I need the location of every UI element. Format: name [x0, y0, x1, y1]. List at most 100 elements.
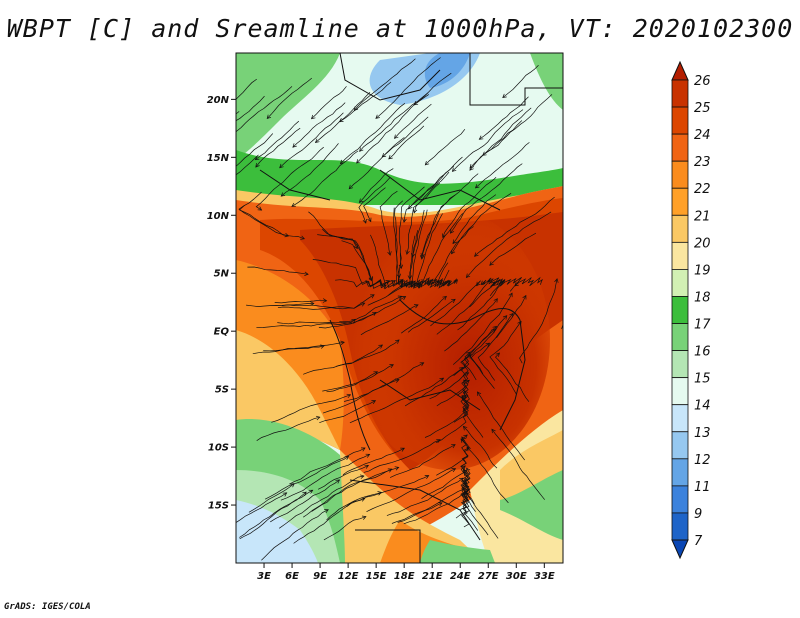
streamline	[475, 142, 530, 189]
streamline	[440, 269, 458, 288]
streamline-arrow	[254, 155, 260, 161]
colorbar-swatch	[671, 512, 689, 541]
streamline	[340, 103, 406, 164]
lat-tick-label: 20N	[207, 95, 230, 106]
streamline-arrow	[361, 515, 367, 520]
colorbar-label: 25	[694, 101, 711, 116]
streamline-arrow	[360, 447, 366, 452]
streamline	[317, 465, 369, 490]
streamline-arrow	[459, 477, 464, 482]
streamline	[463, 426, 498, 469]
streamline	[311, 86, 347, 120]
lon-tick-label: 6E	[285, 571, 299, 582]
streamline-arrow	[427, 279, 433, 284]
streamline	[421, 436, 470, 499]
streamline	[442, 176, 497, 238]
streamline-arrow	[224, 138, 228, 141]
streamline	[236, 86, 293, 133]
streamline	[274, 299, 327, 304]
streamline	[247, 266, 309, 275]
streamline	[450, 163, 523, 234]
streamline	[266, 77, 313, 119]
colorbar-swatch	[671, 323, 689, 351]
streamline-arrow	[463, 434, 468, 439]
streamline	[354, 58, 416, 111]
streamline	[303, 468, 392, 518]
streamline	[342, 447, 405, 476]
map-field	[203, 53, 563, 563]
streamline	[496, 295, 527, 339]
streamline	[248, 483, 295, 513]
streamline-arrow	[432, 279, 438, 284]
streamline-arrow	[464, 485, 470, 490]
streamline	[452, 194, 497, 244]
footer-credit: GrADS: IGES/COLA	[4, 602, 91, 612]
streamline-arrow	[462, 425, 468, 431]
streamline	[311, 467, 399, 512]
streamline-arrow	[322, 298, 328, 303]
streamline	[381, 116, 429, 158]
streamline-arrow	[203, 190, 207, 194]
streamline	[477, 391, 525, 461]
streamline-arrow	[344, 455, 350, 460]
streamline	[279, 112, 344, 168]
streamline	[388, 125, 425, 160]
streamline-arrow	[279, 163, 284, 169]
streamline	[356, 94, 429, 164]
streamline	[482, 94, 553, 156]
streamline	[452, 292, 513, 365]
streamline-arrow	[418, 283, 423, 288]
colorbar-swatch	[671, 296, 689, 324]
streamline-arrow	[465, 379, 470, 385]
streamline	[465, 492, 499, 539]
streamline-arrow	[453, 279, 459, 284]
lon-axis: 3E 6E 9E 12E 15E 18E 21E 24E 27E 30E 33E	[257, 563, 555, 582]
colorbar-label: 20	[694, 236, 711, 251]
streamline-arrow	[351, 318, 356, 324]
streamline	[339, 81, 392, 122]
streamline	[280, 453, 370, 501]
streamline-arrow	[424, 161, 430, 166]
streamline-arrow	[517, 320, 522, 326]
streamline-arrow	[413, 304, 419, 309]
streamline-arrow	[482, 151, 487, 156]
streamline-arrow	[437, 502, 443, 507]
streamline-arrow	[395, 378, 400, 383]
streamline-arrow	[356, 159, 361, 164]
streamline	[479, 96, 529, 140]
streamline	[315, 92, 371, 143]
streamline	[238, 205, 305, 240]
streamline	[436, 277, 492, 335]
streamline-arrow	[522, 294, 527, 300]
streamline	[256, 319, 356, 329]
streamline	[470, 342, 495, 389]
colorbar-label: 13	[694, 426, 711, 441]
streamline-arrow	[405, 250, 410, 255]
streamline	[366, 468, 456, 513]
streamline-arrow	[358, 198, 364, 204]
streamline	[407, 299, 456, 333]
streamline	[466, 446, 509, 504]
lon-tick-label: 18E	[394, 571, 415, 582]
streamline-arrow	[284, 232, 290, 238]
streamline	[400, 296, 447, 334]
streamline	[398, 271, 419, 288]
streamline	[391, 486, 469, 524]
streamline-arrow	[409, 283, 414, 288]
streamline	[308, 211, 358, 249]
streamline-arrow	[439, 377, 445, 382]
streamline-arrow	[441, 233, 447, 239]
streamline-arrow	[463, 390, 469, 395]
streamline	[461, 471, 476, 512]
colorbar-swatch	[671, 187, 689, 216]
streamline-arrow	[465, 273, 471, 279]
streamline-arrow	[476, 281, 481, 287]
streamline	[312, 259, 387, 289]
streamline-arrow	[476, 391, 482, 397]
streamline-arrow	[310, 114, 316, 120]
lon-tick-label: 12E	[338, 571, 359, 582]
streamline	[453, 326, 497, 376]
colorbar-label: 23	[694, 155, 711, 170]
streamline-arrow	[291, 202, 296, 207]
